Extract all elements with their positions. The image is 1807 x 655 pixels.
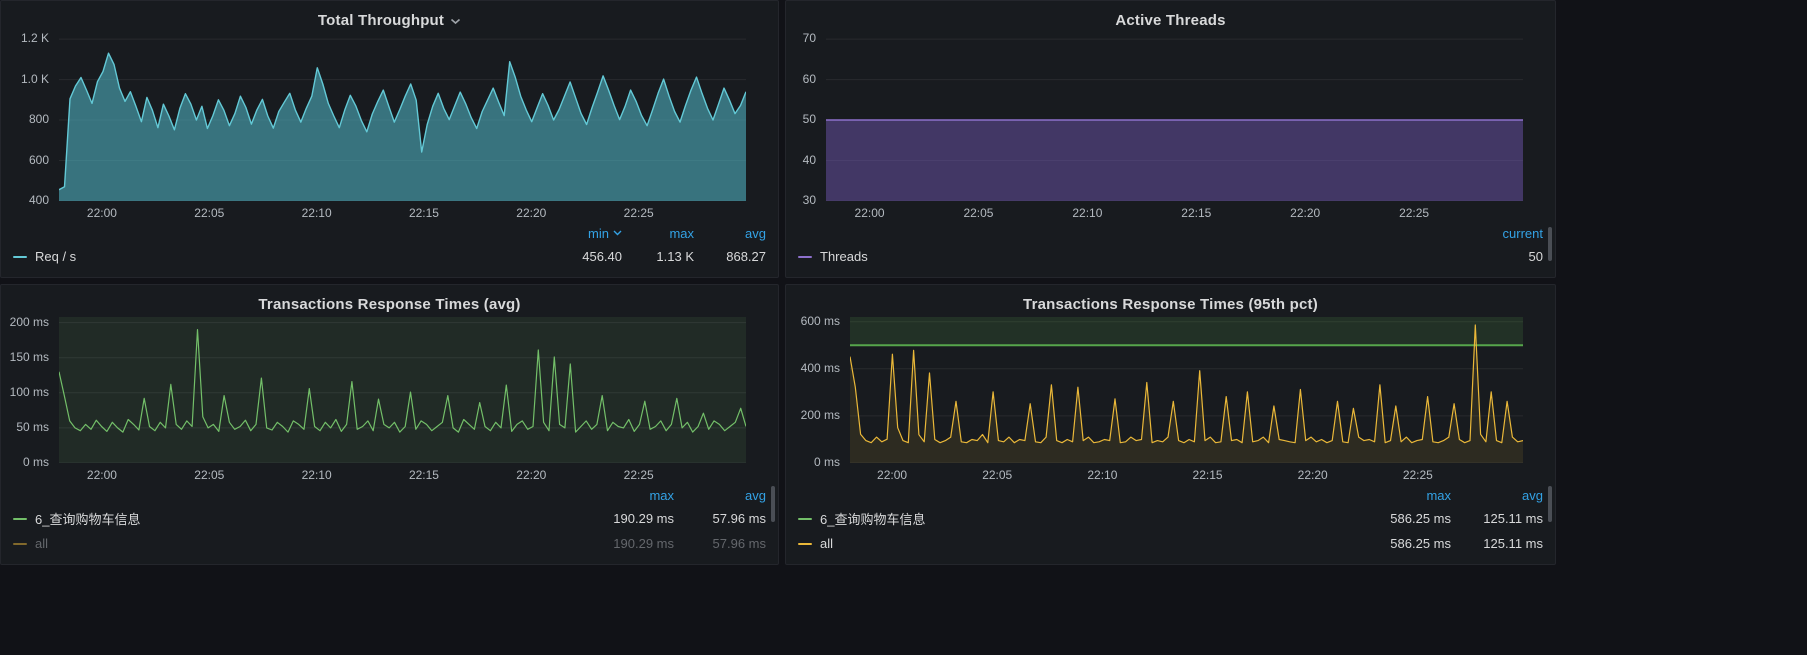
legend-scrollbar[interactable] bbox=[1548, 227, 1552, 261]
legend-header: current bbox=[798, 222, 1543, 244]
stat-max: 1.13 K bbox=[656, 249, 694, 264]
y-axis-labels: 400 600 800 1.0 K 1.2 K bbox=[20, 31, 49, 207]
legend-header: max avg bbox=[798, 484, 1543, 506]
stat-max: 190.29 ms bbox=[613, 536, 674, 551]
series-color-mark bbox=[13, 517, 27, 520]
legend-scrollbar[interactable] bbox=[771, 486, 775, 522]
series-color-mark bbox=[13, 255, 27, 258]
y-axis-labels: 0 ms 200 ms 400 ms 600 ms bbox=[800, 313, 840, 469]
y-axis-labels: 0 ms 50 ms 100 ms 150 ms 200 ms bbox=[9, 314, 49, 469]
stat-avg: 57.96 ms bbox=[712, 511, 766, 526]
stat-current: 50 bbox=[1528, 249, 1543, 264]
panel-menu-chevron-icon[interactable] bbox=[450, 18, 461, 25]
panel-title: Transactions Response Times (95th pct) bbox=[1023, 295, 1318, 313]
series-color-mark bbox=[798, 517, 812, 520]
legend-header: min max avg bbox=[13, 222, 766, 244]
plot-area[interactable] bbox=[59, 33, 746, 201]
sort-chevron-icon bbox=[613, 230, 622, 236]
panel-title: Transactions Response Times (avg) bbox=[258, 295, 521, 313]
legend-col-avg[interactable]: avg bbox=[745, 225, 766, 241]
throughput-chart-canvas bbox=[59, 38, 746, 201]
legend-col-current[interactable]: current bbox=[1502, 225, 1543, 241]
legend-col-max[interactable]: max bbox=[669, 225, 694, 241]
panel-title: Total Throughput bbox=[317, 11, 445, 29]
y-axis-labels: 30 40 50 60 70 bbox=[802, 31, 816, 207]
legend: max avg 6_查询购物车信息 190.29 ms 57.96 ms all… bbox=[11, 483, 768, 556]
x-axis-labels: 22:00 22:05 22:10 22:15 22:20 22:25 bbox=[877, 468, 1433, 482]
legend: min max avg Req / s 456.40 1.13 K 868.27 bbox=[11, 221, 768, 269]
plot-area[interactable] bbox=[850, 317, 1523, 463]
series-name[interactable]: 6_查询购物车信息 bbox=[820, 512, 926, 527]
panel-header[interactable]: Transactions Response Times (avg) bbox=[11, 291, 768, 317]
legend-row[interactable]: Req / s 456.40 1.13 K 868.27 bbox=[13, 244, 766, 269]
legend-row[interactable]: Threads 50 bbox=[798, 244, 1543, 269]
legend: current Threads 50 bbox=[796, 221, 1545, 269]
plot-area[interactable] bbox=[59, 317, 746, 463]
x-axis-labels: 22:00 22:05 22:10 22:15 22:20 22:25 bbox=[854, 206, 1430, 220]
panel-response-times-avg: Transactions Response Times (avg) 0 ms 50… bbox=[0, 284, 779, 565]
legend-row[interactable]: 6_查询购物车信息 586.25 ms 125.11 ms bbox=[798, 506, 1543, 531]
series-name[interactable]: all bbox=[820, 536, 834, 551]
x-axis-labels: 22:00 22:05 22:10 22:15 22:20 22:25 bbox=[86, 468, 654, 482]
stat-min: 456.40 bbox=[582, 249, 622, 264]
stat-avg: 125.11 ms bbox=[1483, 536, 1543, 551]
legend-col-min[interactable]: min bbox=[550, 226, 622, 241]
panel-response-times-95th: Transactions Response Times (95th pct) 0… bbox=[785, 284, 1556, 565]
legend: max avg 6_查询购物车信息 586.25 ms 125.11 ms al… bbox=[796, 483, 1545, 556]
stat-max: 586.25 ms bbox=[1390, 511, 1451, 526]
stat-avg: 868.27 bbox=[726, 249, 766, 264]
panel-header[interactable]: Transactions Response Times (95th pct) bbox=[796, 291, 1545, 317]
stat-max: 586.25 ms bbox=[1390, 536, 1451, 551]
series-color-mark bbox=[798, 542, 812, 545]
panel-active-threads: Active Threads 30 40 50 60 70 22:00 22:05 22:1… bbox=[785, 0, 1556, 278]
pct95-response-chart-canvas bbox=[850, 317, 1523, 463]
panel-header[interactable]: Active Threads bbox=[796, 7, 1545, 33]
legend-col-avg[interactable]: avg bbox=[745, 487, 766, 503]
avg-response-chart-canvas bbox=[59, 317, 746, 463]
stat-avg: 125.11 ms bbox=[1483, 511, 1543, 526]
series-name[interactable]: 6_查询购物车信息 bbox=[35, 512, 141, 527]
legend-row[interactable]: 6_查询购物车信息 190.29 ms 57.96 ms bbox=[13, 506, 766, 531]
series-color-mark bbox=[13, 542, 27, 545]
series-name[interactable]: Threads bbox=[820, 249, 868, 264]
threads-chart-canvas bbox=[826, 38, 1523, 201]
legend-col-avg[interactable]: avg bbox=[1522, 487, 1543, 503]
legend-header: max avg bbox=[13, 484, 766, 506]
legend-col-max[interactable]: max bbox=[1426, 487, 1451, 503]
x-axis-labels: 22:00 22:05 22:10 22:15 22:20 22:25 bbox=[86, 206, 654, 220]
legend-col-max[interactable]: max bbox=[649, 487, 674, 503]
series-color-mark bbox=[798, 255, 812, 258]
stat-max: 190.29 ms bbox=[613, 511, 674, 526]
legend-row[interactable]: all 190.29 ms 57.96 ms bbox=[13, 531, 766, 556]
series-name[interactable]: Req / s bbox=[35, 249, 77, 264]
plot-area[interactable] bbox=[826, 33, 1523, 201]
series-name[interactable]: all bbox=[35, 536, 49, 551]
panel-header[interactable]: Total Throughput bbox=[11, 7, 768, 33]
legend-scrollbar[interactable] bbox=[1548, 486, 1552, 522]
panel-title: Active Threads bbox=[1115, 11, 1226, 29]
panel-total-throughput: Total Throughput 400 600 800 1.0 K 1.2 K 22:… bbox=[0, 0, 779, 278]
stat-avg: 57.96 ms bbox=[712, 536, 766, 551]
legend-row[interactable]: all 586.25 ms 125.11 ms bbox=[798, 531, 1543, 556]
